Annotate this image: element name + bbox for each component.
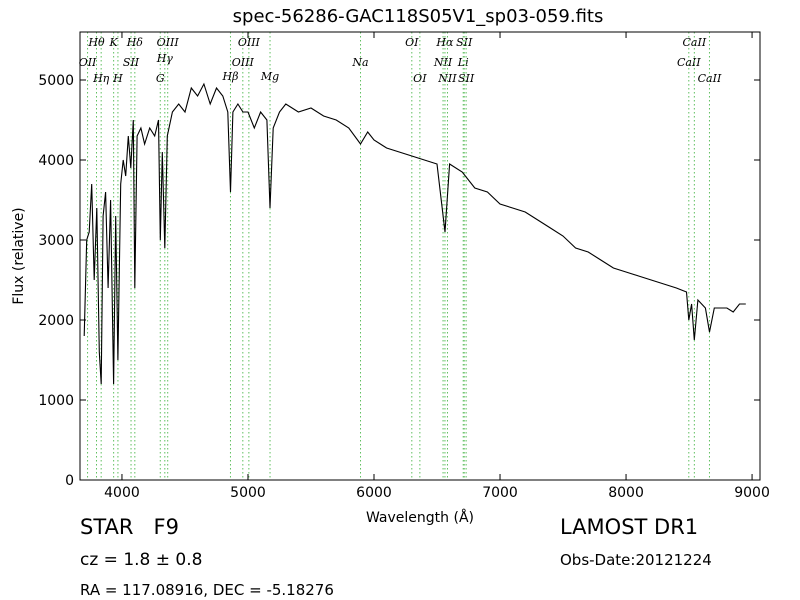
spectral-line-label: SII bbox=[123, 56, 140, 69]
y-axis-label: Flux (relative) bbox=[11, 207, 27, 304]
spectral-line-label: Li bbox=[457, 56, 469, 69]
spectral-line-label: Hγ bbox=[156, 52, 174, 65]
y-tick-label: 1000 bbox=[38, 393, 74, 409]
spectral-line-label: NII bbox=[437, 72, 457, 85]
spectral-line-label: OIII bbox=[232, 56, 255, 69]
y-tick-label: 4000 bbox=[38, 153, 74, 169]
spectral-line-label: Mg bbox=[260, 70, 279, 83]
x-tick-label: 6000 bbox=[356, 485, 392, 501]
obs-date: Obs-Date:20121224 bbox=[560, 551, 712, 569]
spectral-line-label: Hη bbox=[92, 72, 110, 85]
survey: LAMOST DR1 bbox=[560, 515, 698, 539]
x-tick-label: 8000 bbox=[608, 485, 644, 501]
spectral-line-label: Hδ bbox=[126, 36, 144, 49]
chart-title: spec-56286-GAC118S05V1_sp03-059.fits bbox=[233, 6, 604, 27]
x-axis-label: Wavelength (Å) bbox=[366, 509, 474, 526]
spectral-line-label: K bbox=[109, 36, 119, 49]
spectral-line-label: SII bbox=[456, 36, 473, 49]
spectral-line-label: OI bbox=[405, 36, 419, 49]
spectral-line-label: CaII bbox=[677, 56, 701, 69]
y-tick-label: 5000 bbox=[38, 73, 74, 89]
x-tick-label: 7000 bbox=[482, 485, 518, 501]
spectral-line-label: Hβ bbox=[221, 70, 238, 83]
x-tick-label: 4000 bbox=[104, 485, 140, 501]
x-tick-label: 9000 bbox=[734, 485, 770, 501]
x-tick-label: 5000 bbox=[230, 485, 266, 501]
spectral-line-label: CaII bbox=[683, 36, 707, 49]
spectral-line-label: OII bbox=[79, 56, 97, 69]
plot-frame bbox=[79, 31, 761, 481]
coordinates: RA = 117.08916, DEC = -5.18276 bbox=[80, 581, 334, 599]
spectral-line-label: OI bbox=[413, 72, 427, 85]
spectral-line-label: H bbox=[112, 72, 123, 85]
y-tick-label: 0 bbox=[65, 473, 74, 489]
spectrum-line bbox=[83, 82, 746, 385]
spectral-line-label: Hθ bbox=[87, 36, 105, 49]
spectral-line-label: NII bbox=[433, 56, 453, 69]
object-class: STAR F9 bbox=[80, 515, 179, 539]
redshift: cz = 1.8 ± 0.8 bbox=[80, 550, 202, 570]
spectral-line-label: Na bbox=[351, 56, 368, 69]
spectral-line-label: Hα bbox=[435, 36, 454, 49]
spectral-line-label: OIII bbox=[157, 36, 180, 49]
y-tick-label: 2000 bbox=[38, 313, 74, 329]
spectral-line-label: SII bbox=[458, 72, 475, 85]
spectral-line-label: OIII bbox=[238, 36, 261, 49]
spectral-line-label: CaII bbox=[698, 72, 722, 85]
spectral-line-label: G bbox=[156, 72, 165, 85]
y-tick-label: 3000 bbox=[38, 233, 74, 249]
